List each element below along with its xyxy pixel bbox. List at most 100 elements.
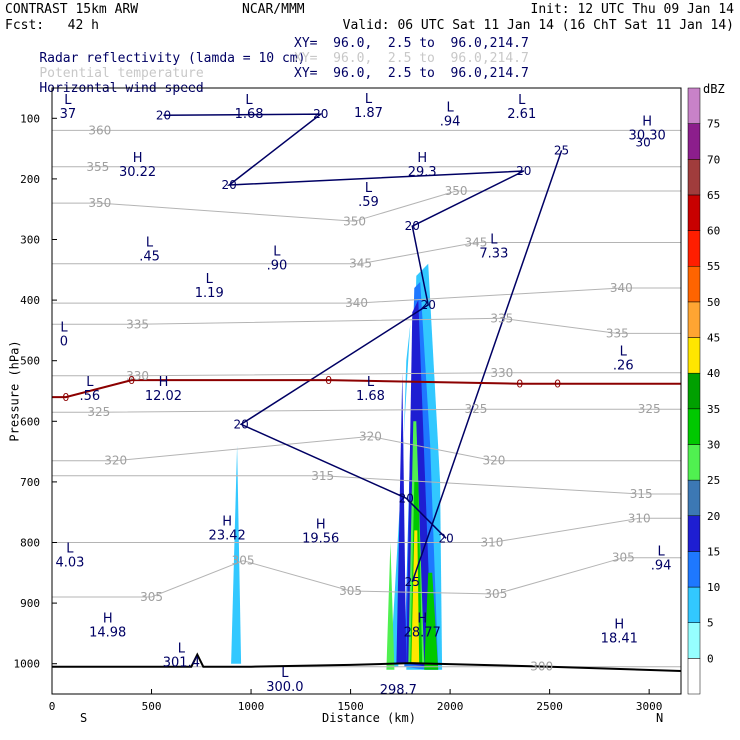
isentrope-label: 350 xyxy=(445,184,468,198)
y-tick-label: 200 xyxy=(20,173,40,186)
isentrope-label: 310 xyxy=(628,511,651,525)
y-tick-label: 100 xyxy=(20,112,40,125)
wind-speed-label: 20 xyxy=(233,417,248,431)
isentrope-label: 330 xyxy=(490,366,513,380)
colorbar-swatch xyxy=(687,87,701,124)
isentrope-label: 315 xyxy=(630,487,653,501)
y-tick-label: 600 xyxy=(20,415,40,428)
extremum-marker: L xyxy=(86,375,94,390)
colorbar-swatch xyxy=(687,265,701,303)
isentrope-label: 305 xyxy=(339,584,362,598)
extremum-marker: L xyxy=(206,272,214,287)
extremum-marker: L xyxy=(281,666,289,681)
extremum-value: .56 xyxy=(79,389,100,404)
colorbar-swatch xyxy=(687,408,701,445)
valid-time: Valid: 06 UTC Sat 11 Jan 14 (16 ChT Sat … xyxy=(342,18,734,33)
colorbar-label: 40 xyxy=(707,367,720,380)
isentrope-325 xyxy=(52,408,681,413)
extremum-marker: L xyxy=(518,93,526,108)
colorbar-label: 25 xyxy=(707,474,720,487)
extremum-value: .90 xyxy=(267,259,288,274)
y-tick-label: 300 xyxy=(20,234,40,247)
extremum-marker: H xyxy=(614,617,624,632)
wind-speed-label: 30 xyxy=(636,136,651,150)
colorbar-label: 35 xyxy=(707,403,720,416)
isentrope-label: 350 xyxy=(343,214,366,228)
institution-title: NCAR/MMM xyxy=(242,2,305,17)
wind-speed-label: 20 xyxy=(156,108,171,122)
isentrope-label: 335 xyxy=(606,326,629,340)
zero-contour xyxy=(52,379,681,399)
extremum-marker: H xyxy=(159,375,169,390)
colorbar-label: 0 xyxy=(707,652,714,665)
model-title: CONTRAST 15km ARW xyxy=(5,2,139,17)
extremum-marker: L xyxy=(446,100,454,115)
isentrope-label: 310 xyxy=(480,536,503,550)
x-tick-label: 500 xyxy=(142,700,162,713)
isentrope-label: 340 xyxy=(610,281,633,295)
y-tick-label: 800 xyxy=(20,537,40,550)
y-tick-label: 500 xyxy=(20,355,40,368)
field-xy: XY= 96.0, 2.5 to 96.0,214.7 xyxy=(294,66,529,81)
extremum-value: .59 xyxy=(358,195,379,210)
wind-speed-label: 25 xyxy=(554,143,569,157)
isotach-20 xyxy=(163,113,525,539)
y-axis-title: Pressure (hPa) xyxy=(7,340,22,442)
colorbar-swatch xyxy=(687,230,701,267)
colorbar-label: 30 xyxy=(707,438,720,451)
reflectivity-shape xyxy=(424,572,439,670)
field-reflectivity: Radar reflectivity (lamda = 10 cm) XY= 9… xyxy=(8,36,529,96)
x-tick-label: 2000 xyxy=(437,700,464,713)
isentrope-label: 340 xyxy=(345,296,368,310)
reflectivity-shape xyxy=(231,445,242,664)
colorbar-swatch xyxy=(687,586,701,623)
x-tick-label: 2500 xyxy=(536,700,563,713)
extremum-value: 1.68 xyxy=(356,389,385,404)
reflectivity-shape xyxy=(411,530,420,664)
isentrope-label: 320 xyxy=(359,429,382,443)
isentrope-label: 335 xyxy=(490,311,513,325)
field-name: Potential temperature xyxy=(39,66,204,81)
colorbar-label: 60 xyxy=(707,225,720,238)
extremum-value: .94 xyxy=(651,559,672,574)
plot-frame xyxy=(51,87,682,695)
isentrope-label: 325 xyxy=(465,402,488,416)
extremum-value: 4.03 xyxy=(55,556,84,571)
extremum-value: .94 xyxy=(440,114,461,129)
isentrope-label: 360 xyxy=(88,123,111,137)
extremum-marker: L xyxy=(490,233,498,248)
extremum-marker: L xyxy=(66,542,74,557)
extremum-marker: L xyxy=(365,92,373,107)
x-axis-south-label: S xyxy=(80,711,88,725)
extremum-value: 18.41 xyxy=(601,631,638,646)
extremum-value: 23.42 xyxy=(209,528,246,543)
y-tick-label: 1000 xyxy=(14,658,41,671)
extremum-value: 19.56 xyxy=(302,531,339,546)
extremum-value: 301.4 xyxy=(163,656,200,671)
extremum-marker: L xyxy=(365,181,373,196)
init-time: Init: 12 UTC Thu 09 Jan 14 xyxy=(530,2,735,17)
wind-speed-label: 25 xyxy=(405,575,420,589)
zero-contour-label: 0 xyxy=(516,378,523,391)
extremum-marker: H xyxy=(642,114,652,129)
field-potential-temperature: Potential temperature XY= 96.0, 2.5 to 9… xyxy=(8,51,529,111)
isentrope-315 xyxy=(52,475,681,495)
wind-speed-label: 20 xyxy=(222,178,237,192)
isentrope-label: 300 xyxy=(530,660,553,674)
isentrope-label: 305 xyxy=(484,587,507,601)
extremum-marker: L xyxy=(60,320,68,335)
isentrope-305 xyxy=(52,557,681,598)
extremum-marker: H xyxy=(103,611,113,626)
extremum-value: 14.98 xyxy=(89,625,126,640)
colorbar-label: 50 xyxy=(707,296,720,309)
extremum-value: 1.19 xyxy=(195,286,224,301)
colorbar-label: 5 xyxy=(707,617,714,630)
isentrope-label: 320 xyxy=(482,454,505,468)
zero-contour-label: 0 xyxy=(128,374,135,387)
extremum-marker: H xyxy=(316,517,326,532)
colorbar-label: 65 xyxy=(707,189,720,202)
colorbar-label: 15 xyxy=(707,545,720,558)
colorbar-label: 10 xyxy=(707,581,720,594)
extremum-value: 0 xyxy=(60,334,68,349)
x-tick-label: 3000 xyxy=(636,700,663,713)
